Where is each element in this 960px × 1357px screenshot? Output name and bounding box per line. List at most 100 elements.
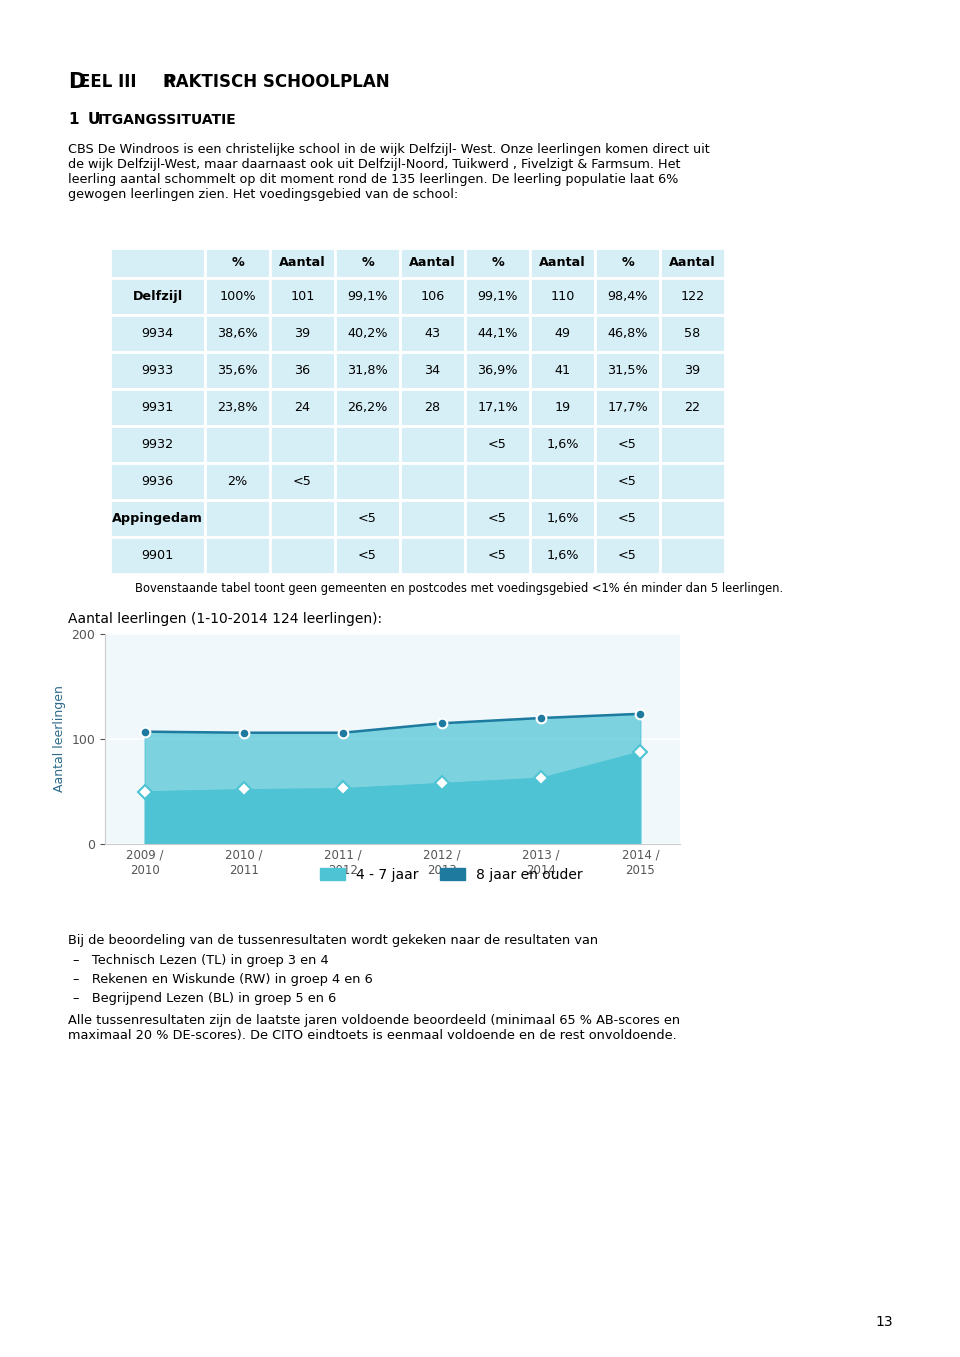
Text: P: P xyxy=(141,73,176,91)
Bar xyxy=(110,426,205,463)
Bar xyxy=(335,389,400,426)
Bar xyxy=(660,278,725,315)
Bar xyxy=(110,389,205,426)
Bar xyxy=(335,315,400,351)
Text: 40,2%: 40,2% xyxy=(348,327,388,341)
Text: <5: <5 xyxy=(293,475,312,489)
Bar xyxy=(205,426,270,463)
Text: 31,8%: 31,8% xyxy=(348,364,388,377)
Bar xyxy=(595,351,660,389)
Bar xyxy=(530,278,595,315)
Text: 100%: 100% xyxy=(219,290,255,303)
Bar xyxy=(205,351,270,389)
Bar xyxy=(595,499,660,537)
Bar xyxy=(660,426,725,463)
Text: <5: <5 xyxy=(618,550,636,562)
Bar xyxy=(465,537,530,574)
Bar xyxy=(270,389,335,426)
Text: <5: <5 xyxy=(488,550,507,562)
Text: 9901: 9901 xyxy=(141,550,174,562)
Text: <5: <5 xyxy=(488,512,507,525)
Bar xyxy=(270,248,335,278)
Text: –   Rekenen en Wiskunde (RW) in groep 4 en 6: – Rekenen en Wiskunde (RW) in groep 4 en… xyxy=(73,973,372,987)
Bar xyxy=(110,537,205,574)
Bar xyxy=(530,463,595,499)
Bar xyxy=(205,499,270,537)
Bar xyxy=(335,426,400,463)
Bar xyxy=(335,537,400,574)
Text: Bij de beoordeling van de tussenresultaten wordt gekeken naar de resultaten van: Bij de beoordeling van de tussenresultat… xyxy=(68,934,598,947)
Bar xyxy=(270,278,335,315)
Bar xyxy=(110,499,205,537)
Text: 58: 58 xyxy=(684,327,701,341)
Bar xyxy=(205,537,270,574)
Bar xyxy=(595,248,660,278)
Text: D: D xyxy=(68,72,85,92)
Bar xyxy=(660,463,725,499)
Bar xyxy=(465,389,530,426)
Bar xyxy=(595,463,660,499)
Text: 2%: 2% xyxy=(228,475,248,489)
Bar xyxy=(110,315,205,351)
Bar xyxy=(400,499,465,537)
Text: 36,9%: 36,9% xyxy=(477,364,517,377)
Text: <5: <5 xyxy=(618,475,636,489)
Text: EEL III: EEL III xyxy=(79,73,136,91)
Text: 110: 110 xyxy=(550,290,575,303)
Text: %: % xyxy=(621,256,634,270)
Text: 122: 122 xyxy=(681,290,705,303)
Bar xyxy=(660,499,725,537)
Bar xyxy=(595,315,660,351)
Bar xyxy=(465,351,530,389)
Bar xyxy=(465,463,530,499)
Text: U: U xyxy=(88,113,101,128)
Bar xyxy=(270,315,335,351)
Text: 9934: 9934 xyxy=(141,327,174,341)
Text: 17,1%: 17,1% xyxy=(477,402,517,414)
Bar xyxy=(465,248,530,278)
Bar xyxy=(595,537,660,574)
Text: <5: <5 xyxy=(358,550,377,562)
Bar xyxy=(660,351,725,389)
Bar xyxy=(595,389,660,426)
Text: Appingedam: Appingedam xyxy=(112,512,203,525)
Text: Aantal: Aantal xyxy=(279,256,325,270)
Text: 13: 13 xyxy=(875,1315,893,1329)
Bar xyxy=(335,463,400,499)
Text: 43: 43 xyxy=(424,327,441,341)
Bar xyxy=(110,278,205,315)
Text: 39: 39 xyxy=(295,327,311,341)
Bar xyxy=(205,389,270,426)
Bar xyxy=(400,351,465,389)
Text: 31,5%: 31,5% xyxy=(607,364,648,377)
Text: Delfzijl: Delfzijl xyxy=(132,290,182,303)
Text: ITGANGSSITUATIE: ITGANGSSITUATIE xyxy=(98,113,237,128)
Text: %: % xyxy=(492,256,504,270)
Text: Aantal: Aantal xyxy=(409,256,456,270)
Text: 49: 49 xyxy=(555,327,570,341)
Text: –   Technisch Lezen (TL) in groep 3 en 4: – Technisch Lezen (TL) in groep 3 en 4 xyxy=(73,954,328,968)
Bar xyxy=(270,463,335,499)
Bar xyxy=(205,278,270,315)
Bar xyxy=(530,426,595,463)
Text: <5: <5 xyxy=(618,438,636,451)
Text: CBS De Windroos is een christelijke school in de wijk Delfzijl- West. Onze leerl: CBS De Windroos is een christelijke scho… xyxy=(68,142,709,201)
Text: 19: 19 xyxy=(555,402,570,414)
Text: Aantal: Aantal xyxy=(540,256,586,270)
Text: Aantal leerlingen (1-10-2014 124 leerlingen):: Aantal leerlingen (1-10-2014 124 leerlin… xyxy=(68,612,382,626)
Bar xyxy=(205,463,270,499)
Bar xyxy=(530,499,595,537)
Text: 35,6%: 35,6% xyxy=(217,364,258,377)
Bar xyxy=(270,351,335,389)
Text: <5: <5 xyxy=(488,438,507,451)
Text: <5: <5 xyxy=(618,512,636,525)
Bar xyxy=(110,248,205,278)
Text: 39: 39 xyxy=(684,364,701,377)
Bar xyxy=(530,389,595,426)
Text: Bovenstaande tabel toont geen gemeenten en postcodes met voedingsgebied <1% én m: Bovenstaande tabel toont geen gemeenten … xyxy=(135,582,783,594)
Text: 1,6%: 1,6% xyxy=(546,512,579,525)
Text: Aantal: Aantal xyxy=(669,256,716,270)
Text: 98,4%: 98,4% xyxy=(608,290,648,303)
Text: 41: 41 xyxy=(555,364,570,377)
Bar xyxy=(205,315,270,351)
